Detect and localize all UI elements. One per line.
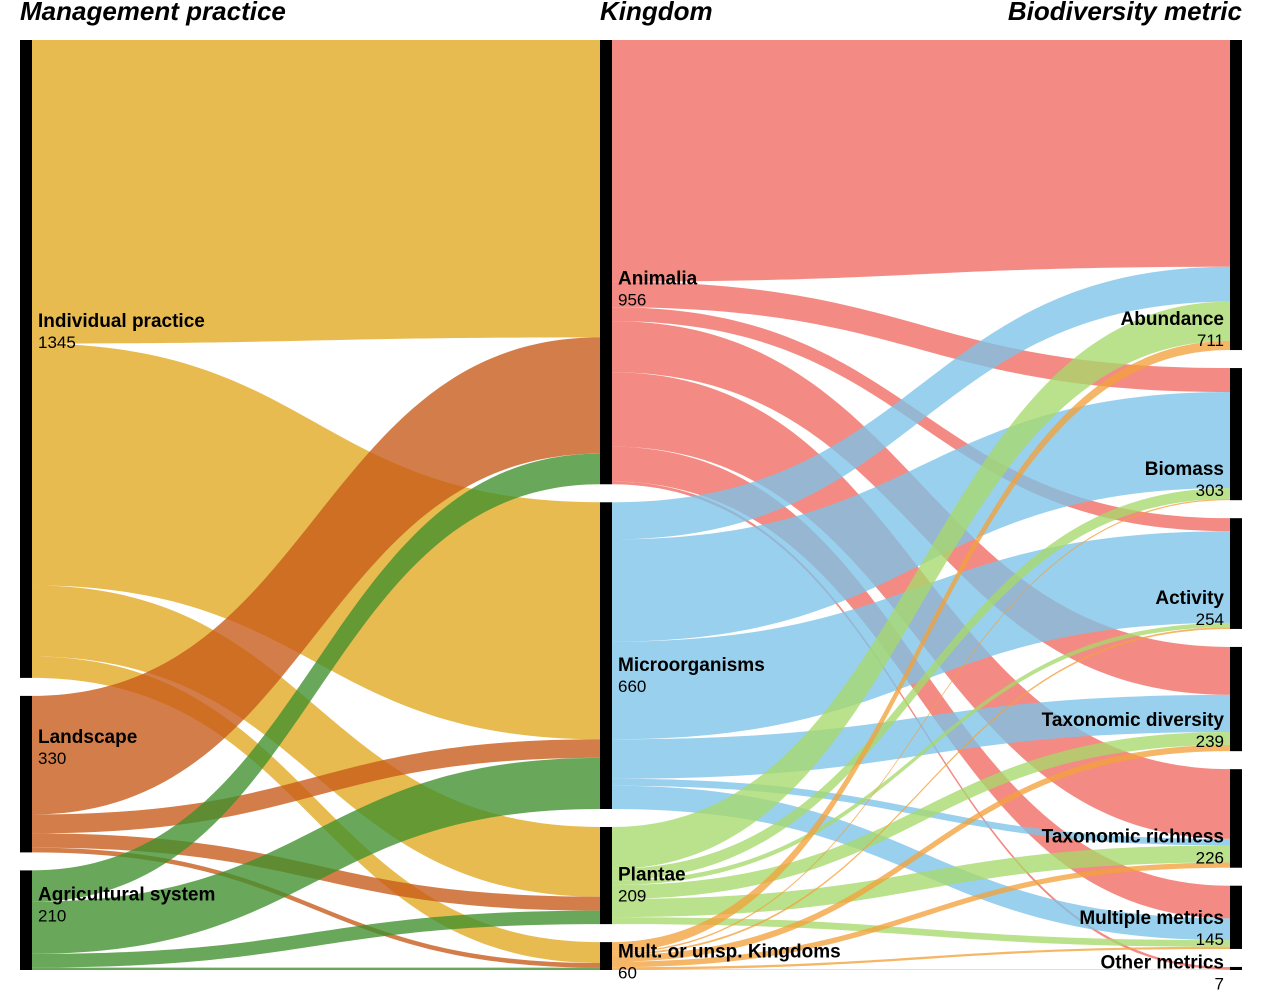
header-metric: Biodiversity metric bbox=[1008, 0, 1243, 26]
label-act: Activity bbox=[1155, 588, 1224, 609]
value-trich: 226 bbox=[1196, 849, 1224, 868]
header-management: Management practice bbox=[20, 0, 286, 26]
node-bar-land bbox=[20, 696, 32, 853]
node-bar-mult bbox=[600, 942, 612, 970]
value-biom: 303 bbox=[1196, 481, 1224, 500]
label-trich: Taxonomic richness bbox=[1042, 827, 1224, 848]
value-micro: 660 bbox=[618, 677, 646, 696]
node-bar-abund bbox=[1230, 40, 1242, 350]
label-land: Landscape bbox=[38, 727, 137, 748]
value-indiv: 1345 bbox=[38, 333, 76, 352]
value-mult: 60 bbox=[618, 963, 637, 982]
value-tdiv: 239 bbox=[1196, 732, 1224, 751]
label-tdiv: Taxonomic diversity bbox=[1042, 710, 1225, 731]
label-biom: Biomass bbox=[1145, 459, 1224, 480]
label-other: Other metrics bbox=[1100, 952, 1224, 973]
node-bar-micro bbox=[600, 502, 612, 809]
label-agri: Agricultural system bbox=[38, 884, 215, 905]
sankey-links bbox=[32, 40, 600, 970]
value-agri: 210 bbox=[38, 906, 66, 925]
value-act: 254 bbox=[1196, 610, 1224, 629]
label-micro: Microorganisms bbox=[618, 655, 765, 676]
header-kingdom: Kingdom bbox=[600, 0, 713, 26]
node-bar-other bbox=[1230, 967, 1242, 970]
link-indiv-anim bbox=[32, 40, 600, 344]
link-anim-abund bbox=[612, 40, 1230, 282]
value-land: 330 bbox=[38, 749, 66, 768]
label-abund: Abundance bbox=[1121, 309, 1224, 330]
value-multm: 145 bbox=[1196, 930, 1224, 949]
sankey-chart: Management practice Kingdom Biodiversity m… bbox=[0, 0, 1280, 1000]
node-bar-plant bbox=[600, 827, 612, 924]
label-plant: Plantae bbox=[618, 864, 686, 885]
label-multm: Multiple metrics bbox=[1079, 908, 1224, 929]
node-bar-multm bbox=[1230, 886, 1242, 949]
value-other: 7 bbox=[1215, 974, 1224, 993]
value-anim: 956 bbox=[618, 290, 646, 309]
node-bar-anim bbox=[600, 40, 612, 484]
node-bar-tdiv bbox=[1230, 647, 1242, 751]
nodes-kingdom bbox=[600, 40, 612, 970]
node-bar-biom bbox=[1230, 368, 1242, 500]
link-agri-mult bbox=[32, 968, 600, 970]
node-bar-trich bbox=[1230, 769, 1242, 868]
node-bar-agri bbox=[20, 870, 32, 970]
node-bar-act bbox=[1230, 518, 1242, 629]
node-bar-indiv bbox=[20, 40, 32, 678]
nodes-management bbox=[20, 40, 32, 970]
label-mult: Mult. or unsp. Kingdoms bbox=[618, 941, 841, 962]
value-abund: 711 bbox=[1197, 331, 1224, 350]
label-anim: Animalia bbox=[618, 268, 698, 289]
value-plant: 209 bbox=[618, 886, 646, 905]
label-indiv: Individual practice bbox=[38, 311, 205, 332]
